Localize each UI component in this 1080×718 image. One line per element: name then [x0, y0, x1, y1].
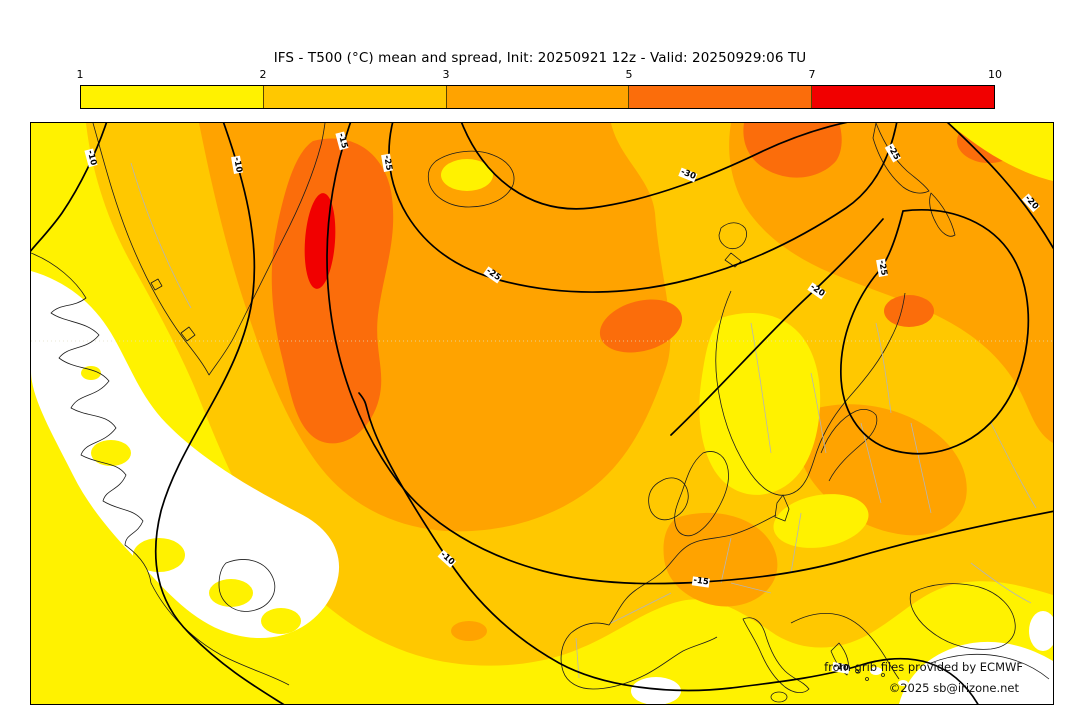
colorbar-tick: 7	[808, 68, 816, 81]
map-figure: -10 -10 -15 -25 -25 -30 -25 -20 -25 -20 -10 -15 -10 …	[30, 122, 1054, 705]
colorbar-segment-5-7	[629, 86, 813, 108]
attribution-copyright: ©2025 sb@irizone.net	[888, 681, 1019, 695]
contour-label: -10	[231, 155, 244, 175]
coastlines	[31, 123, 1050, 703]
colorbar-segment-2-3	[263, 86, 447, 108]
spread-colorbar	[80, 85, 995, 109]
colorbar-tick: 10	[988, 68, 1002, 81]
colorbar-segment-1-2	[81, 86, 264, 108]
attribution-source: from grib files provided by ECMWF	[824, 660, 1023, 674]
fill-layer-yellow-patches	[441, 123, 1053, 548]
contour-label: -25	[876, 258, 889, 278]
country-borders	[130, 162, 1037, 679]
colorbar-tick: 2	[259, 68, 267, 81]
chart-title: IFS - T500 (°C) mean and spread, Init: 2…	[273, 50, 807, 66]
contour-label: -25	[381, 153, 394, 173]
colorbar-tick: 5	[625, 68, 633, 81]
colorbar-segment-7-10	[812, 86, 994, 108]
colorbar-tick: 1	[76, 68, 84, 81]
map-canvas	[31, 123, 1053, 704]
colorbar-segment-3-5	[446, 86, 630, 108]
colorbar-tick: 3	[442, 68, 450, 81]
colorbar-ticks: 1 2 3 5 7 10	[76, 68, 1003, 82]
contour-lines	[31, 123, 1053, 704]
